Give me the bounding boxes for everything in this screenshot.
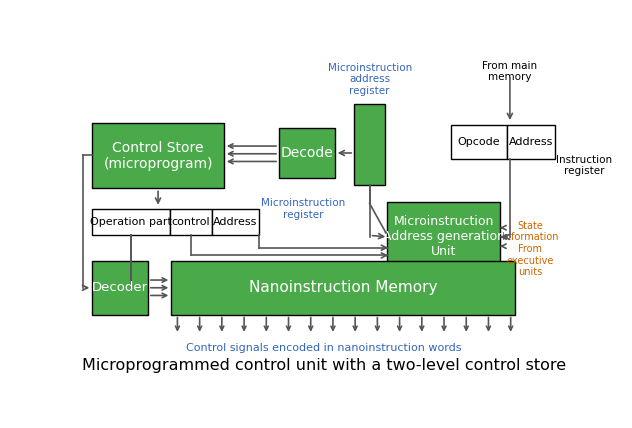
Bar bbox=[279, 128, 335, 178]
Bar bbox=[92, 209, 169, 235]
Text: Opcode: Opcode bbox=[458, 137, 500, 147]
Text: Address: Address bbox=[509, 137, 553, 147]
Bar bbox=[507, 125, 555, 159]
Bar bbox=[212, 209, 258, 235]
Text: Microprogrammed control unit with a two-level control store: Microprogrammed control unit with a two-… bbox=[82, 358, 566, 373]
Text: Control signals encoded in nanoinstruction words: Control signals encoded in nanoinstructi… bbox=[186, 343, 461, 353]
Text: Nanoinstruction Memory: Nanoinstruction Memory bbox=[248, 280, 437, 295]
Bar bbox=[169, 209, 212, 235]
Bar bbox=[354, 104, 385, 184]
Text: Decode: Decode bbox=[281, 146, 333, 160]
Text: Microinstruction
register: Microinstruction register bbox=[261, 199, 345, 220]
Text: Microinstruction
Address generation
Unit: Microinstruction Address generation Unit bbox=[382, 215, 504, 259]
Bar bbox=[387, 202, 500, 272]
Text: Microinstruction
address
register: Microinstruction address register bbox=[327, 63, 412, 96]
Bar bbox=[92, 123, 224, 188]
Bar bbox=[171, 261, 514, 315]
Text: Control Store
(microprogram): Control Store (microprogram) bbox=[103, 140, 213, 171]
Text: control: control bbox=[172, 217, 210, 227]
Text: Instruction
register: Instruction register bbox=[556, 155, 612, 176]
Text: State
Information
From
executive
units: State Information From executive units bbox=[502, 221, 559, 277]
Bar bbox=[92, 261, 148, 315]
Text: Decoder: Decoder bbox=[92, 281, 148, 294]
Text: From main
memory: From main memory bbox=[482, 61, 537, 82]
Text: Address: Address bbox=[214, 217, 258, 227]
Bar bbox=[451, 125, 507, 159]
Text: Operation part: Operation part bbox=[90, 217, 172, 227]
